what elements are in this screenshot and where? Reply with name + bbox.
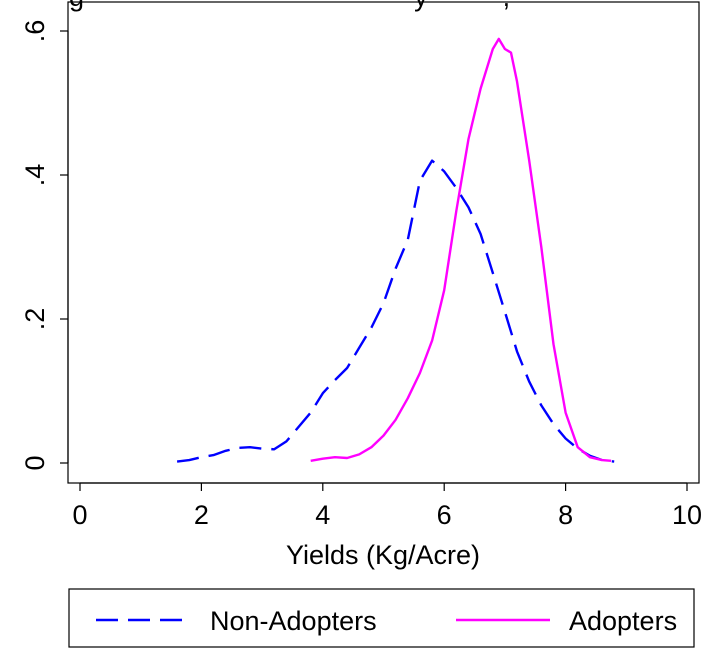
series-layer: [176, 37, 615, 463]
x-tick-label: 8: [558, 500, 573, 530]
legend-label-non-adopters: Non-Adopters: [210, 606, 377, 636]
x-axis-title: Yields (Kg/Acre): [286, 540, 480, 570]
series-line-non-adopters: [176, 159, 615, 463]
x-tick-label: 0: [72, 500, 87, 530]
x-tick-label: 10: [672, 500, 702, 530]
plot-frame: [67, 1, 700, 484]
y-tick-label: 0: [20, 455, 50, 470]
x-tick-label: 6: [437, 500, 452, 530]
series-line-adopters: [310, 37, 612, 462]
axes: 0 2 4 6 8 10 0 .2 .4 .6: [20, 20, 702, 530]
legend: Non-Adopters Adopters: [68, 588, 695, 648]
y-tick-label: .6: [20, 20, 50, 43]
y-tick-label: .2: [20, 308, 50, 331]
chart-title: g y ,: [69, 0, 510, 12]
x-tick-label: 2: [194, 500, 209, 530]
legend-label-adopters: Adopters: [569, 606, 677, 636]
y-tick-label: .4: [20, 164, 50, 187]
x-tick-label: 4: [315, 500, 330, 530]
legend-box: [68, 588, 695, 648]
